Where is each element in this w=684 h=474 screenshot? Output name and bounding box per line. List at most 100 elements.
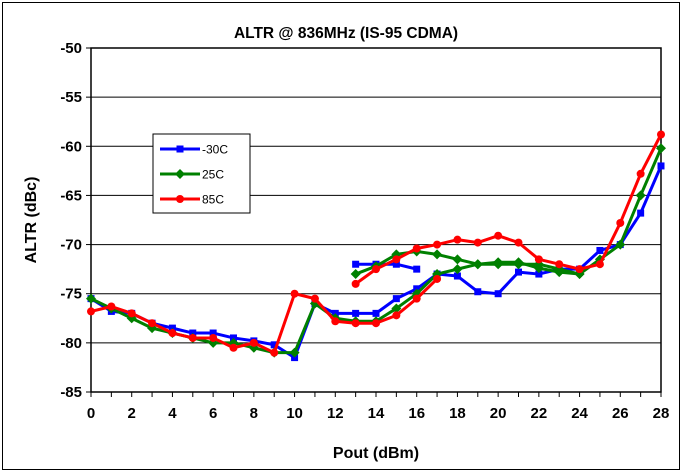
data-point (472, 259, 483, 270)
y-tick-label: -55 (60, 89, 82, 106)
data-point (350, 269, 361, 280)
y-tick-label: -70 (60, 237, 82, 254)
data-point (412, 294, 421, 303)
data-point (168, 329, 177, 338)
data-point (176, 195, 184, 203)
x-tick-label: 26 (612, 405, 629, 422)
x-axis-title: Pout (dBm) (333, 445, 419, 462)
y-tick-label: -60 (60, 138, 82, 155)
legend-label: 25C (202, 168, 224, 182)
data-point (616, 218, 625, 227)
data-point (176, 145, 184, 153)
data-point (452, 254, 463, 265)
data-point (107, 302, 116, 311)
data-point (432, 249, 443, 260)
legend-label: -30C (202, 143, 228, 157)
data-point (596, 246, 604, 254)
x-tick-label: 10 (286, 405, 303, 422)
data-point (433, 240, 442, 249)
data-point (494, 290, 502, 298)
x-tick-label: 6 (209, 405, 217, 422)
data-point (554, 267, 565, 278)
data-point (209, 333, 218, 342)
data-point (473, 238, 482, 247)
data-point (392, 255, 401, 264)
data-point (514, 238, 523, 247)
data-point (494, 231, 503, 240)
data-point (352, 260, 360, 268)
data-point (148, 319, 157, 328)
data-point (493, 257, 504, 268)
data-point (331, 317, 340, 326)
chart-frame: ALTR @ 836MHz (IS-95 CDMA) -50 -55 -60 -65-… (2, 2, 680, 470)
data-point (413, 265, 421, 273)
y-tick-label: -80 (60, 335, 82, 352)
chart-title: ALTR @ 836MHz (IS-95 CDMA) (234, 25, 458, 42)
data-point (637, 209, 645, 217)
data-point (513, 257, 524, 268)
x-tick-label: 14 (368, 405, 385, 422)
data-point (351, 319, 360, 328)
data-point (290, 289, 299, 298)
data-point (433, 274, 442, 283)
x-tick-label: 28 (653, 405, 670, 422)
plot-area (90, 47, 662, 393)
series-line (354, 133, 663, 286)
data-point (209, 329, 217, 337)
y-tick-label: -85 (60, 384, 82, 401)
data-point (372, 309, 380, 317)
data-point (656, 143, 666, 154)
data-point (635, 190, 646, 201)
y-tick-label: -65 (60, 187, 82, 204)
y-tick-label: -75 (60, 286, 82, 303)
x-tick-label: 0 (87, 405, 95, 422)
x-tick-label: 24 (571, 405, 588, 422)
data-point (351, 279, 360, 288)
data-point (392, 260, 400, 268)
data-point (249, 338, 258, 347)
data-point (474, 288, 482, 296)
y-tick-label: -50 (60, 40, 82, 57)
x-tick-label: 4 (168, 405, 177, 422)
data-point (453, 272, 461, 280)
data-point (310, 294, 319, 303)
x-tick-label: 18 (449, 405, 466, 422)
data-point (86, 293, 96, 304)
legend-label: 85C (202, 193, 224, 207)
data-point (534, 255, 543, 264)
y-axis-title: ALTR (dBc) (23, 177, 40, 264)
data-point (270, 348, 279, 357)
x-tick-label: 16 (408, 405, 425, 422)
data-point (372, 265, 380, 274)
x-axis-ticks: 0 2 4 6 8 10 12 14 16 18 20 22 24 26 28 (87, 392, 670, 422)
data-point (392, 295, 400, 303)
x-tick-label: 20 (490, 405, 507, 422)
chart-canvas: ALTR @ 836MHz (IS-95 CDMA) -50-55-60-65-… (23, 25, 670, 462)
y-axis-ticks: -50 -55 -60 -65 -70 -75 -80 -85 (60, 40, 91, 401)
data-point (289, 347, 300, 358)
data-point (657, 162, 665, 170)
x-tick-label: 12 (327, 405, 344, 422)
series-85C (87, 130, 665, 357)
data-point (452, 264, 463, 275)
data-point (515, 268, 522, 276)
data-point (229, 343, 238, 352)
data-point (87, 307, 95, 316)
data-point (412, 244, 421, 253)
legend: -30C 25C 85C (152, 133, 251, 214)
data-point (535, 270, 543, 278)
data-point (392, 311, 401, 320)
data-point (636, 169, 645, 178)
series-layer (86, 130, 666, 362)
x-tick-label: 22 (531, 405, 548, 422)
data-point (555, 260, 564, 269)
data-point (533, 263, 544, 274)
data-point (575, 265, 584, 274)
data-point (615, 239, 626, 250)
data-point (352, 309, 360, 317)
data-point (127, 309, 136, 318)
data-point (270, 341, 278, 349)
data-point (175, 169, 185, 179)
data-point (188, 333, 197, 342)
data-point (453, 235, 462, 244)
